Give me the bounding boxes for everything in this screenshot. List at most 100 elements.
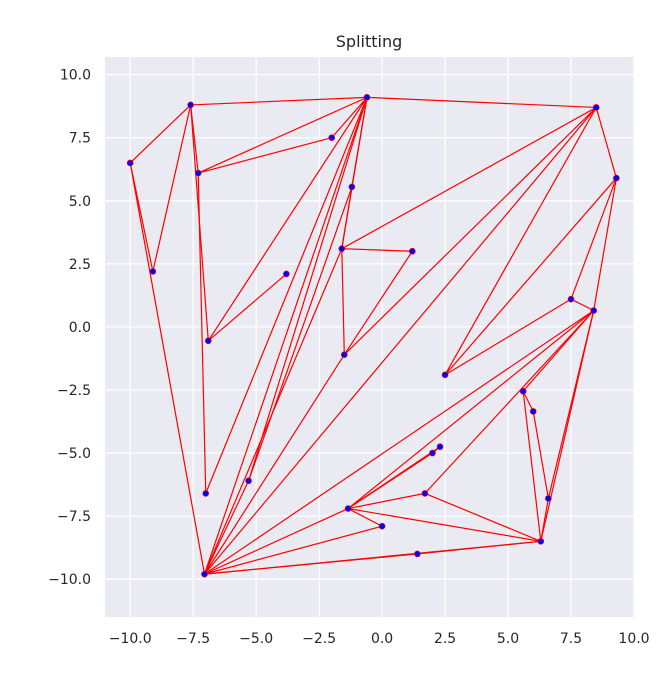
triangulation-edge bbox=[522, 390, 534, 412]
data-point bbox=[344, 505, 352, 512]
data-point bbox=[537, 538, 545, 545]
triangulation-edge bbox=[444, 107, 597, 376]
data-point bbox=[421, 490, 429, 497]
triangulation-edge bbox=[207, 273, 287, 342]
triangulation-edge bbox=[152, 104, 192, 272]
triangulation-edge bbox=[204, 507, 349, 575]
triangulation-edge bbox=[248, 97, 368, 481]
y-axis-ticks: −10.0 −7.5 −5.0 −2.5 0.0 2.5 5.0 7.5 10.0 bbox=[48, 68, 91, 589]
triangulation-edge bbox=[347, 507, 541, 542]
data-point bbox=[126, 159, 134, 167]
data-point bbox=[590, 307, 597, 314]
triangulation-edge bbox=[347, 507, 383, 527]
data-point bbox=[545, 495, 552, 502]
triangulation-edge bbox=[595, 107, 617, 179]
triangulation-edge bbox=[205, 97, 368, 494]
triangulation-edge bbox=[593, 177, 617, 311]
triangulation-edge bbox=[424, 492, 542, 542]
x-tick-label: 2.5 bbox=[434, 631, 456, 647]
x-tick-label: −7.5 bbox=[176, 631, 210, 647]
data-point bbox=[613, 174, 620, 182]
y-tick-label: 2.5 bbox=[69, 257, 91, 273]
triangulation-edge bbox=[444, 298, 572, 376]
x-axis-ticks: −10.0 −7.5 −5.0 −2.5 0.0 2.5 5.0 7.5 10.0 bbox=[109, 631, 650, 647]
triangulation-edge bbox=[424, 310, 595, 494]
x-tick-label: 0.0 bbox=[371, 631, 393, 647]
data-point bbox=[348, 183, 356, 191]
triangulation-edges bbox=[129, 96, 617, 575]
x-tick-label: 5.0 bbox=[497, 631, 519, 647]
triangulation-edge bbox=[198, 137, 332, 174]
triangulation-edge bbox=[343, 107, 597, 356]
x-tick-label: −2.5 bbox=[302, 631, 336, 647]
data-point bbox=[194, 169, 202, 177]
triangulation-edge bbox=[347, 310, 595, 509]
triangulation-edge bbox=[341, 248, 345, 355]
triangulation-edge bbox=[129, 162, 206, 575]
data-point bbox=[338, 245, 346, 253]
triangulation-edge bbox=[347, 492, 426, 510]
y-tick-label: −10.0 bbox=[48, 572, 91, 588]
data-point bbox=[409, 247, 416, 255]
data-point bbox=[441, 371, 449, 379]
y-tick-label: 10.0 bbox=[60, 68, 91, 84]
triangulation-edge bbox=[570, 177, 617, 300]
data-point bbox=[414, 550, 421, 558]
y-tick-label: −7.5 bbox=[57, 509, 91, 525]
triangulation-edge bbox=[197, 96, 368, 174]
x-tick-label: −5.0 bbox=[239, 631, 273, 647]
y-tick-label: 0.0 bbox=[69, 320, 91, 336]
x-tick-label: 10.0 bbox=[618, 631, 649, 647]
triangulation-edge bbox=[532, 411, 549, 499]
triangulation-edge bbox=[444, 177, 617, 376]
data-point bbox=[567, 295, 575, 303]
data-point bbox=[429, 449, 436, 457]
triangulation-edge bbox=[204, 310, 595, 575]
triangulation-edge bbox=[190, 96, 368, 106]
triangulation-edge bbox=[204, 540, 541, 575]
y-tick-label: −2.5 bbox=[57, 383, 91, 399]
triangulation-edge bbox=[204, 107, 597, 575]
data-point bbox=[592, 104, 600, 111]
triangulation-edge bbox=[203, 480, 250, 575]
data-point bbox=[204, 337, 212, 345]
triangulation-edge bbox=[207, 97, 368, 342]
data-point bbox=[187, 101, 194, 109]
triangulation-edge bbox=[366, 96, 597, 109]
triangulation-edge bbox=[341, 186, 353, 249]
data-point bbox=[328, 134, 336, 142]
x-tick-label: −10.0 bbox=[109, 631, 152, 647]
triangulation-edge bbox=[203, 97, 368, 575]
data-point bbox=[245, 477, 252, 485]
data-point bbox=[378, 522, 386, 530]
triangulation-edge bbox=[547, 310, 595, 499]
data-point bbox=[202, 490, 210, 497]
y-tick-label: 7.5 bbox=[69, 131, 91, 147]
data-point bbox=[436, 443, 444, 451]
y-tick-label: −5.0 bbox=[57, 446, 91, 462]
triangulation-edge bbox=[331, 96, 368, 139]
data-point bbox=[529, 408, 537, 415]
scatter-points bbox=[126, 94, 620, 578]
triangulation-edge bbox=[197, 173, 207, 494]
triangulation-edge bbox=[343, 250, 413, 355]
triangulation-edge bbox=[570, 298, 594, 312]
triangulation-edge bbox=[341, 106, 597, 250]
data-point bbox=[341, 351, 348, 358]
data-point bbox=[519, 387, 527, 395]
triangulation-edge bbox=[341, 248, 413, 252]
triangulation-edge bbox=[129, 104, 192, 164]
triangulation-edge bbox=[203, 248, 343, 575]
x-tick-label: 7.5 bbox=[560, 631, 582, 647]
triangulation-edge bbox=[540, 498, 549, 542]
triangulation-edge bbox=[347, 452, 433, 510]
chart-title: Splitting bbox=[336, 32, 403, 51]
data-point bbox=[201, 570, 208, 578]
triangulation-edge bbox=[204, 525, 383, 575]
triangulation-edge bbox=[203, 354, 345, 575]
data-point bbox=[283, 270, 290, 278]
data-point bbox=[149, 268, 157, 275]
triangulation-edge bbox=[522, 391, 542, 542]
